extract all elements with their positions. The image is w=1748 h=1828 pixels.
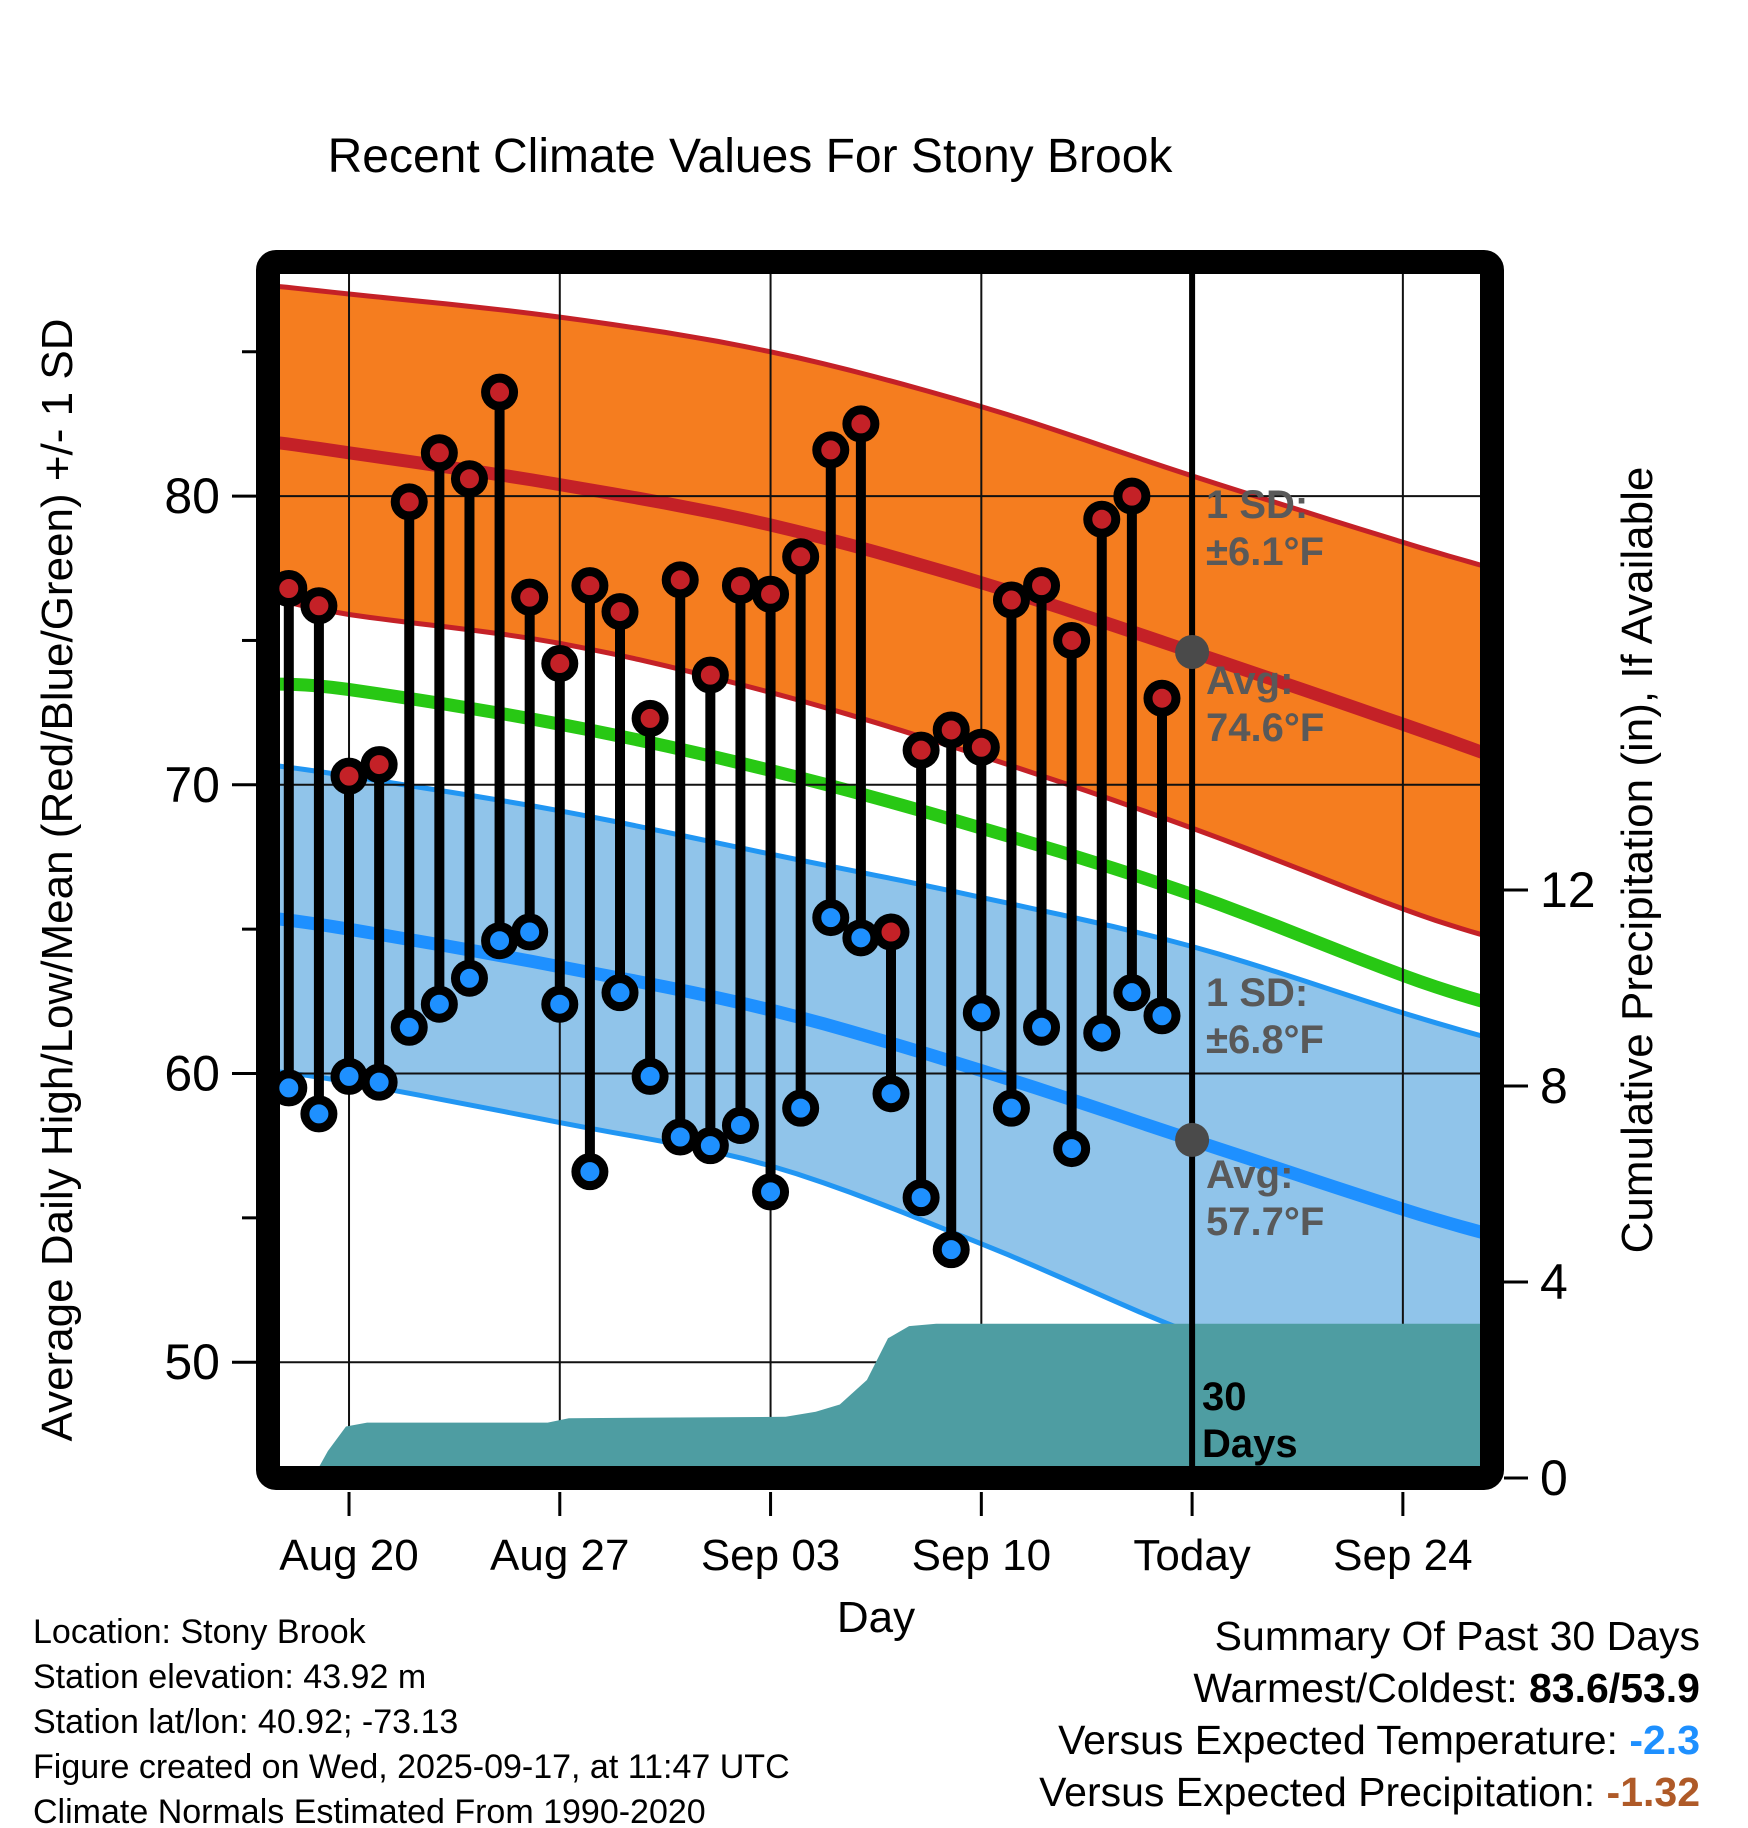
svg-text:Sep 24: Sep 24 [1333, 1531, 1472, 1580]
summary-vs-precipitation: Versus Expected Precipitation: -1.32 [1039, 1769, 1700, 1815]
svg-text:57.7°F: 57.7°F [1206, 1200, 1324, 1244]
left-axis-label: Average Daily High/Low/Mean (Red/Blue/Gr… [33, 319, 82, 1442]
footer-elevation: Station elevation: 43.92 m [33, 1658, 426, 1696]
svg-text:Sep 03: Sep 03 [701, 1531, 840, 1580]
summary-vs-temp-label: Versus Expected Temperature: [1058, 1717, 1629, 1763]
svg-text:60: 60 [164, 1046, 220, 1102]
svg-text:Days: Days [1202, 1422, 1298, 1466]
svg-text:Avg:: Avg: [1206, 1153, 1293, 1197]
svg-text:8: 8 [1540, 1058, 1568, 1114]
svg-text:70: 70 [164, 757, 220, 813]
svg-text:Aug 20: Aug 20 [279, 1531, 418, 1580]
footer-created: Figure created on Wed, 2025-09-17, at 11… [33, 1748, 790, 1786]
plot-frame [256, 250, 1504, 1490]
svg-text:1 SD:: 1 SD: [1206, 971, 1308, 1015]
summary-warmest-label: Warmest/Coldest: [1193, 1665, 1529, 1711]
summary-vs-precip-value: -1.32 [1607, 1769, 1700, 1815]
summary-warmest-value: 83.6/53.9 [1529, 1665, 1700, 1711]
svg-text:50: 50 [164, 1334, 220, 1390]
summary-block: Summary Of Past 30 Days Warmest/Coldest:… [1039, 1613, 1700, 1815]
svg-text:±6.1°F: ±6.1°F [1206, 530, 1324, 574]
footer-location: Location: Stony Brook [33, 1613, 367, 1651]
footer-info: Location: Stony Brook Station elevation:… [33, 1613, 790, 1828]
right-axis-label: Cumulative Precipitation (in), If Availa… [1613, 467, 1662, 1254]
summary-vs-temp-value: -2.3 [1629, 1717, 1700, 1763]
daily-high-low-stems [270, 373, 1181, 1269]
summary-vs-temperature: Versus Expected Temperature: -2.3 [1058, 1717, 1700, 1763]
axis-ticks [232, 350, 1528, 1516]
summary-title: Summary Of Past 30 Days [1215, 1613, 1700, 1659]
svg-text:30: 30 [1202, 1375, 1247, 1419]
summary-vs-precip-label: Versus Expected Precipitation: [1039, 1769, 1606, 1815]
svg-text:Aug 27: Aug 27 [490, 1531, 629, 1580]
svg-text:74.6°F: 74.6°F [1206, 706, 1324, 750]
footer-normals: Climate Normals Estimated From 1990-2020 [33, 1793, 706, 1828]
svg-text:Today: Today [1133, 1531, 1250, 1580]
footer-latlon: Station lat/lon: 40.92; -73.13 [33, 1703, 458, 1741]
x-axis-label: Day [837, 1593, 915, 1642]
svg-text:0: 0 [1540, 1450, 1568, 1506]
svg-text:4: 4 [1540, 1254, 1568, 1310]
svg-text:Avg:: Avg: [1206, 659, 1293, 703]
svg-text:1 SD:: 1 SD: [1206, 483, 1308, 527]
svg-text:Sep 10: Sep 10 [912, 1531, 1051, 1580]
svg-text:±6.8°F: ±6.8°F [1206, 1018, 1324, 1062]
cumulative-precip-area [312, 1323, 1492, 1478]
chart-title: Recent Climate Values For Stony Brook [328, 130, 1174, 183]
svg-text:12: 12 [1540, 862, 1596, 918]
svg-text:80: 80 [164, 468, 220, 524]
today-average-markers [1175, 635, 1210, 1157]
summary-warmest-coldest: Warmest/Coldest: 83.6/53.9 [1193, 1665, 1700, 1711]
axis-tick-labels: 50 60 70 80 0 4 8 12 Aug 20 Aug 27 Sep 03 Sep 10 Tod… [164, 468, 1595, 1580]
